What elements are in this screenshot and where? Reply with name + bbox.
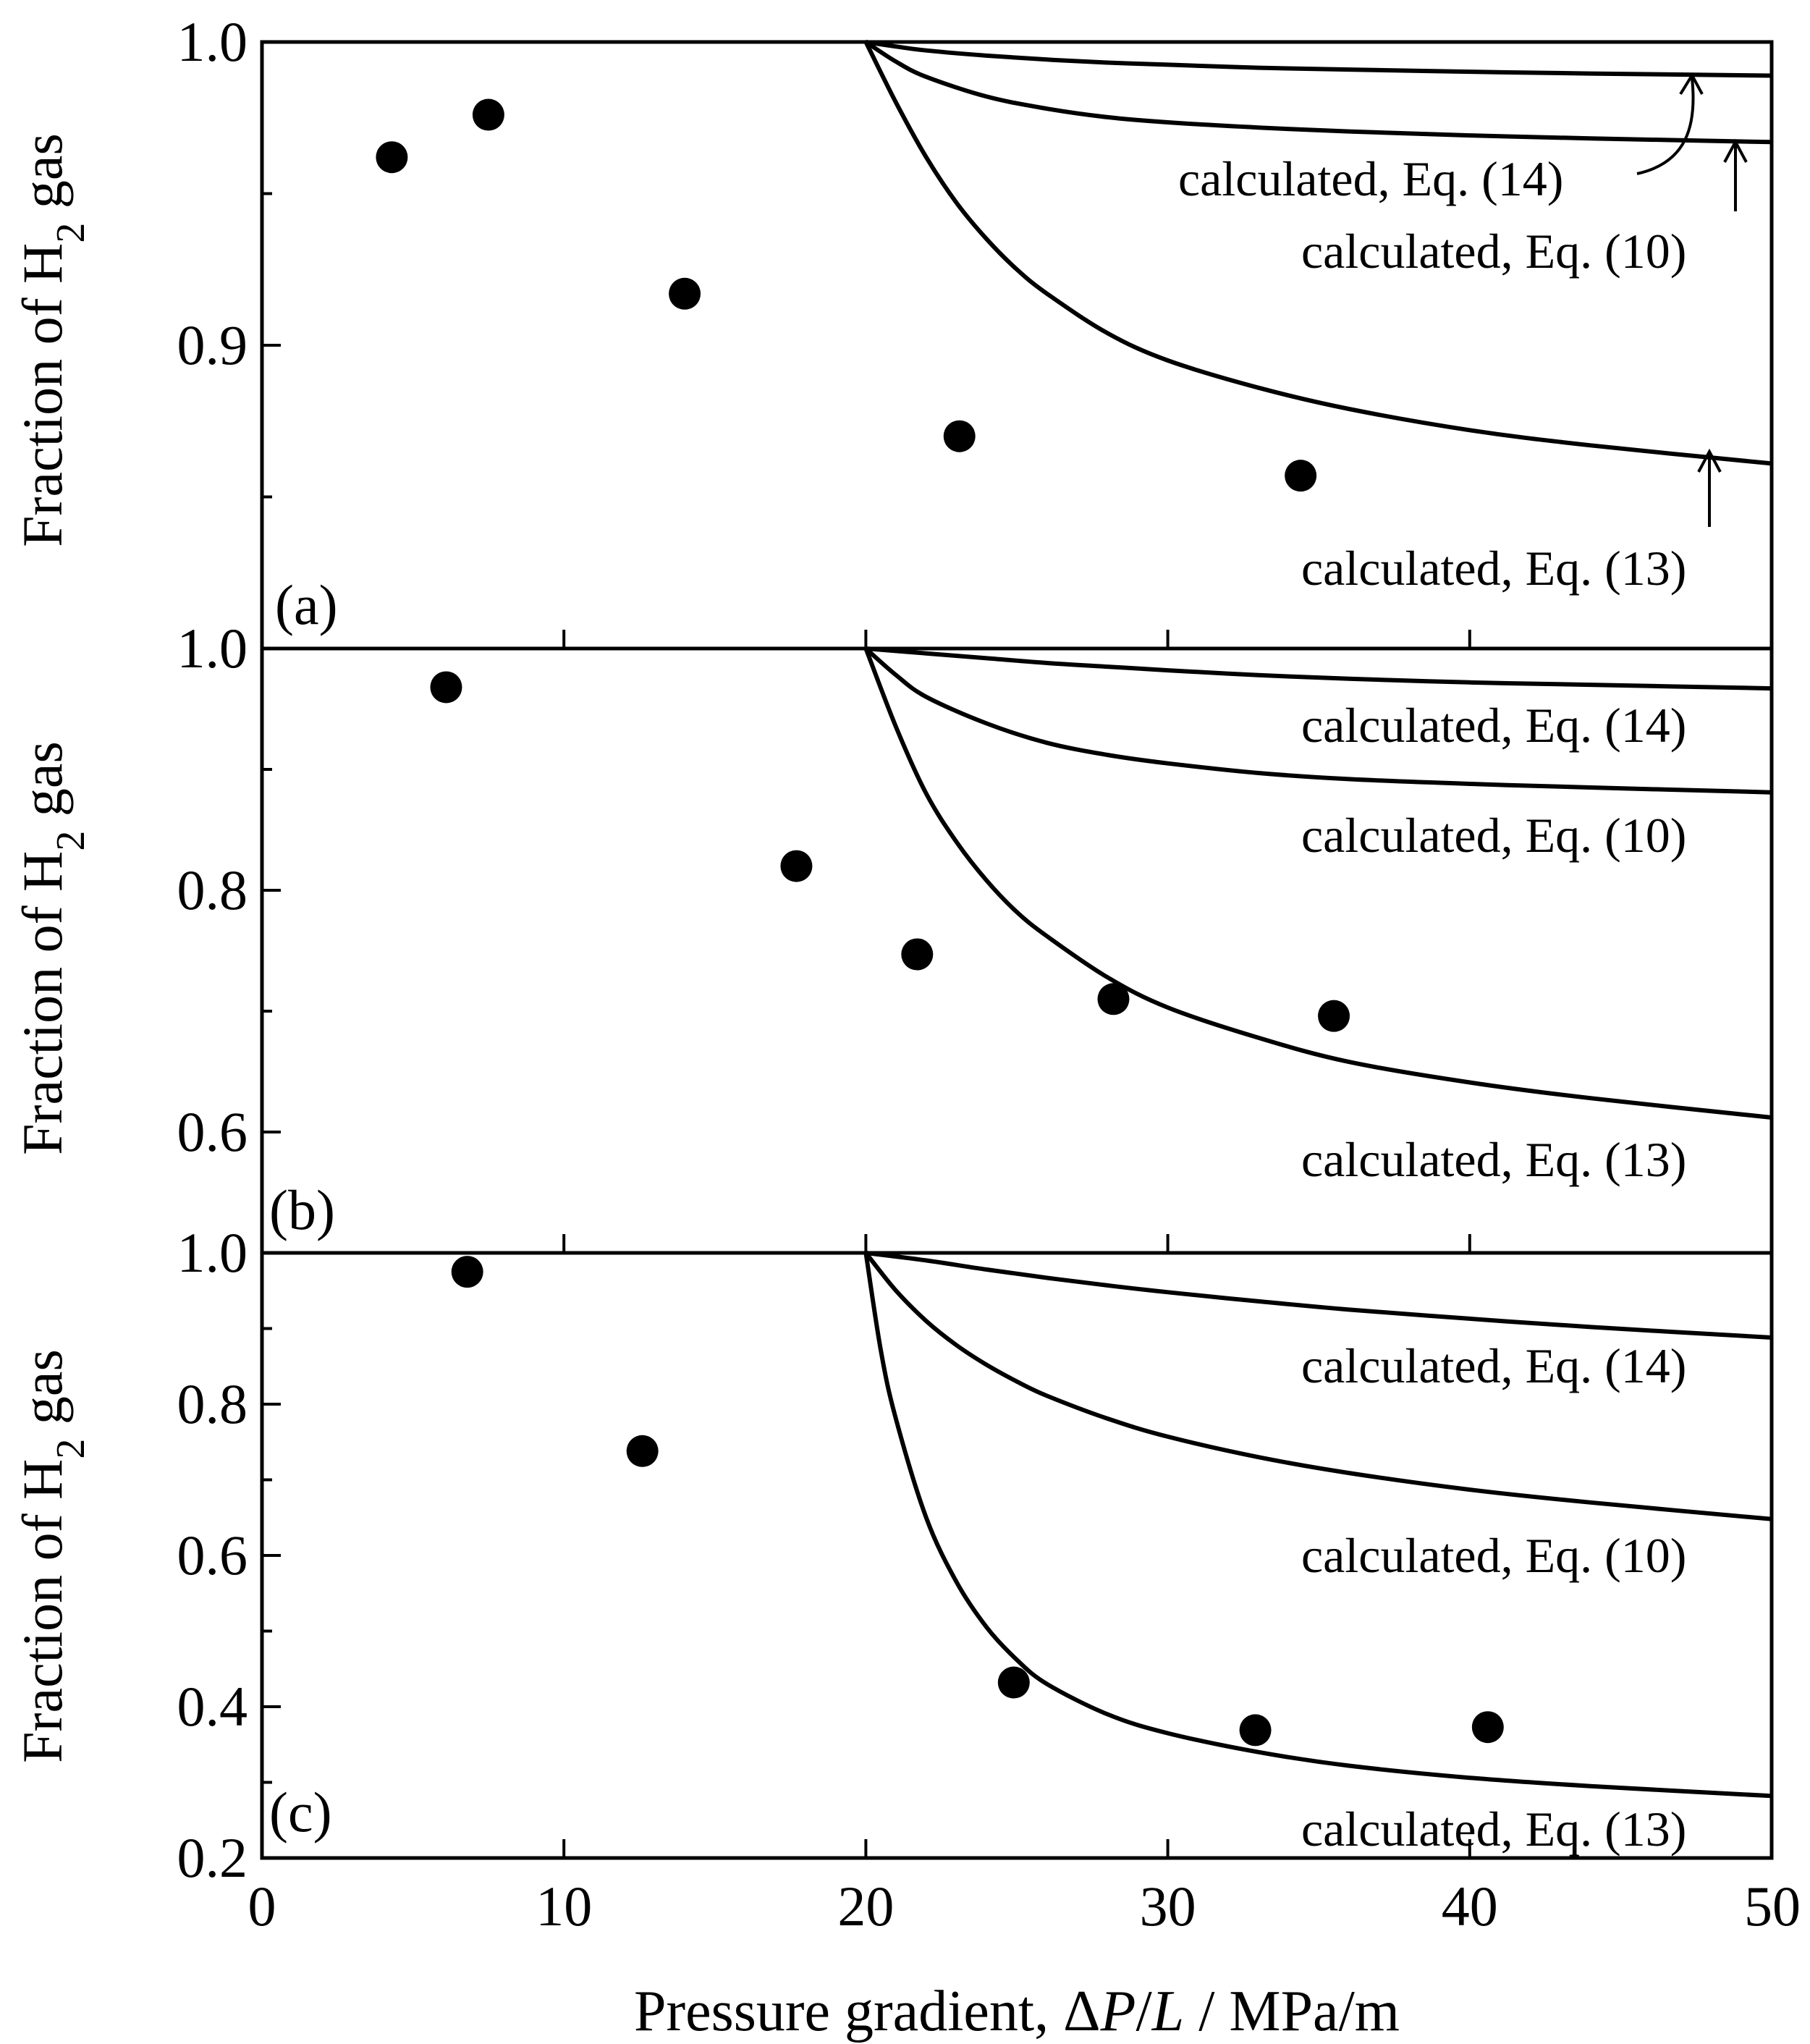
panel-a-label-eq13: calculated, Eq. (13) [1301,541,1686,596]
panel-c-data-point [997,1666,1030,1699]
panel-a-data-point [376,141,408,174]
x-tick-label-1: 10 [536,1875,592,1938]
panel-a-arrow-eq13 [1697,448,1722,527]
panel-c-data-point [451,1256,483,1288]
panel-b-ytick-label-1: 0.8 [177,858,248,921]
panel-a-data-point [669,277,701,310]
panel-c-ytick-label-3: 0.4 [177,1675,248,1738]
panel-c-data-point [1471,1711,1504,1744]
panel-b-data-point [1318,1000,1350,1032]
panel-b-ylabel: Fraction of H2 gas [11,741,93,1155]
x-tick-label-5: 50 [1744,1875,1801,1938]
panel-c-label-eq13: calculated, Eq. (13) [1301,1802,1686,1857]
panel-b-ylabel-text: Fraction of H2 gas [11,741,93,1155]
panel-a-label-eq10: calculated, Eq. (10) [1301,224,1686,279]
panel-c-curve-13 [863,1252,1772,1799]
panel-b-label-eq14: calculated, Eq. (14) [1301,698,1686,753]
panel-a-curve-13 [863,41,1772,466]
panel-a-data-point [1285,460,1317,492]
x-axis-label: Pressure gradient, ΔP/L / MPa/m [634,1980,1400,2043]
panel-b-curve-10 [864,646,1772,795]
x-tick-label-4: 40 [1442,1875,1498,1938]
panel-c-label-eq14: calculated, Eq. (14) [1301,1338,1686,1393]
panel-c-ytick-label-2: 0.6 [177,1524,248,1587]
panel-b-ytick-label-0: 1.0 [177,617,248,680]
panel-a-ytick-label-0: 1.0 [177,10,248,73]
panel-a-arrow-eq14 [1636,72,1704,175]
panel-c-data-point [1239,1714,1272,1747]
panel-a-curve-14 [865,40,1772,78]
panel-b-data-point [1097,983,1130,1015]
x-tick-label-0: 0 [248,1875,276,1938]
panel-a-ylabel-text: Fraction of H2 gas [11,133,93,547]
panel-a-arrow-eq10 [1723,138,1748,211]
panel-a-ytick-label-2: 1.0 [177,617,248,680]
panel-b: Fraction of H2 gas 1.0 0.8 0.6 (b) calcula… [11,617,1774,1255]
panel-c-ylabel-text: Fraction of H2 gas [11,1349,93,1763]
panel-b-label-eq10: calculated, Eq. (10) [1301,808,1686,863]
x-tick-label-3: 30 [1140,1875,1196,1938]
x-tick-label-2: 20 [837,1875,894,1938]
panel-a-ylabel: Fraction of H2 gas [11,133,93,547]
panel-b-label-eq13: calculated, Eq. (13) [1301,1132,1686,1187]
panel-b-data-point [901,938,934,971]
panel-c-label: (c) [269,1781,332,1844]
panel-a: Fraction of H2 gas 1.0 0.9 1.0 (a) calcula… [11,10,1774,680]
panel-a-data-point [943,420,976,452]
panel-b-data-point [780,850,813,882]
panel-b-data-point [430,671,462,704]
panel-a-data-point [472,98,504,131]
panel-c-ylabel: Fraction of H2 gas [11,1349,93,1763]
panel-b-curve-13 [863,647,1772,1120]
panel-c-label-eq10: calculated, Eq. (10) [1301,1528,1686,1583]
panel-b-curve-14 [866,646,1772,691]
panel-c-curve-14 [866,1251,1772,1340]
panel-c-ytick-label-1: 0.8 [177,1372,248,1435]
panel-b-label: (b) [269,1178,335,1241]
panel-a-label: (a) [275,573,338,636]
panel-c-curve-10 [864,1251,1772,1521]
panel-a-ytick-label-1: 0.9 [177,313,248,376]
panel-a-curve-10 [864,40,1772,145]
panel-c: Fraction of H2 gas 1.0 0.8 0.6 0.4 0.2 (c) c… [11,1221,1801,1938]
panel-c-ytick-label-0: 1.0 [177,1221,248,1284]
panel-b-ytick-label-2: 0.6 [177,1100,248,1163]
panel-c-ytick-label-4: 0.2 [177,1826,248,1889]
panel-c-data-point [626,1435,659,1467]
panel-a-label-eq14: calculated, Eq. (14) [1178,151,1563,206]
